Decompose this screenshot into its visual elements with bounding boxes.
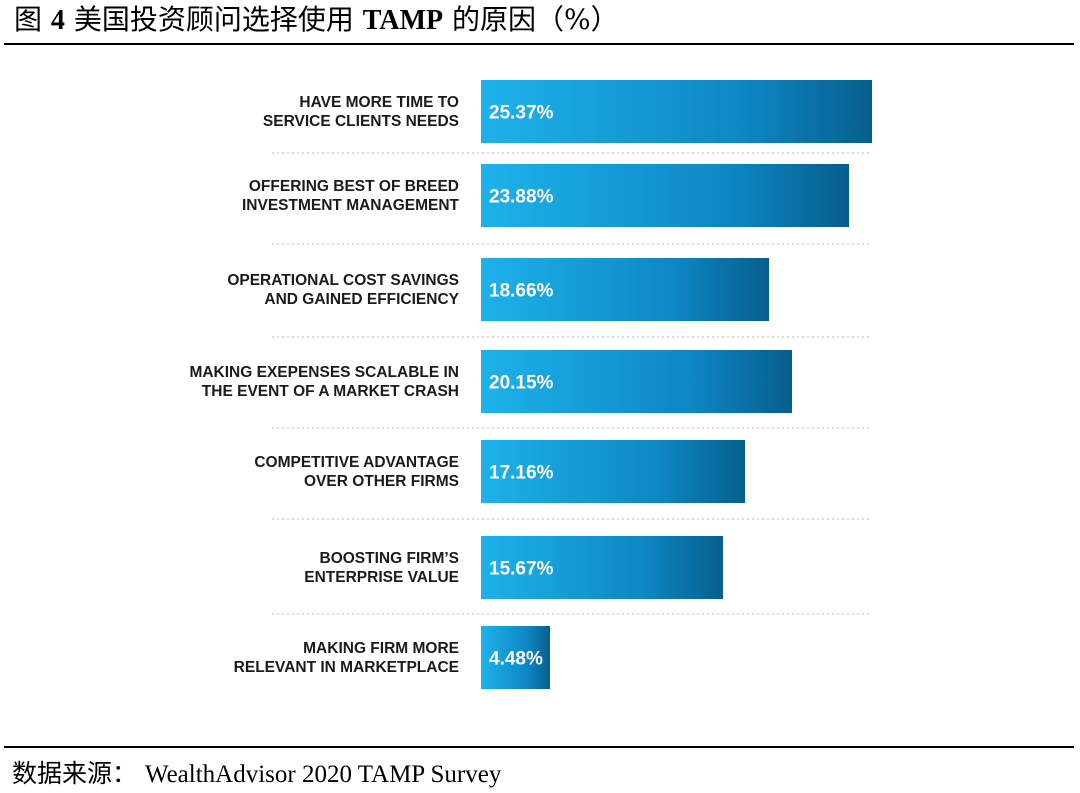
value-label: 15.67%: [489, 559, 554, 580]
category-label: HAVE MORE TIME TO: [299, 94, 459, 111]
figure-title-bold: TAMP: [362, 5, 444, 36]
category-label: MAKING FIRM MORE: [303, 640, 459, 657]
category-label: BOOSTING FIRM’S: [320, 550, 460, 567]
category-label: THE EVENT OF A MARKET CRASH: [202, 383, 459, 400]
source-divider: [4, 746, 1074, 748]
figure-title-suffix: 的原因（%）: [452, 3, 619, 36]
value-label: 23.88%: [489, 187, 554, 208]
title-divider: [4, 43, 1074, 45]
category-label: AND GAINED EFFICIENCY: [264, 291, 459, 308]
category-label: SERVICE CLIENTS NEEDS: [263, 113, 459, 130]
source-text: WealthAdvisor 2020 TAMP Survey: [144, 761, 502, 788]
figure-title-text: 美国投资顾问选择使用: [73, 3, 354, 36]
figure-number: 4: [50, 5, 65, 36]
value-label: 4.48%: [489, 649, 543, 670]
bar: [481, 164, 849, 227]
category-label: RELEVANT IN MARKETPLACE: [234, 659, 459, 676]
category-label: COMPETITIVE ADVANTAGE: [254, 454, 459, 471]
source-note: 数据来源： WealthAdvisor 2020 TAMP Survey: [12, 756, 501, 792]
bar: [481, 350, 792, 413]
category-label: MAKING EXEPENSES SCALABLE IN: [189, 364, 459, 381]
bar: [481, 626, 550, 689]
figure-title: 图 4 美国投资顾问选择使用 TAMP 的原因（%）: [14, 0, 619, 40]
category-label: OPERATIONAL COST SAVINGS: [227, 272, 459, 289]
category-label: OVER OTHER FIRMS: [304, 473, 459, 490]
category-label: ENTERPRISE VALUE: [304, 569, 459, 586]
category-label: OFFERING BEST OF BREED: [249, 178, 459, 195]
bar: [481, 536, 723, 599]
bar: [481, 258, 769, 321]
value-label: 25.37%: [489, 103, 554, 124]
source-label: 数据来源：: [12, 759, 138, 788]
category-label: INVESTMENT MANAGEMENT: [242, 197, 460, 214]
bar: [481, 80, 872, 143]
value-label: 17.16%: [489, 463, 554, 484]
bar: [481, 440, 745, 503]
figure-title-prefix: 图: [14, 3, 43, 36]
value-label: 20.15%: [489, 373, 554, 394]
value-label: 18.66%: [489, 281, 554, 302]
